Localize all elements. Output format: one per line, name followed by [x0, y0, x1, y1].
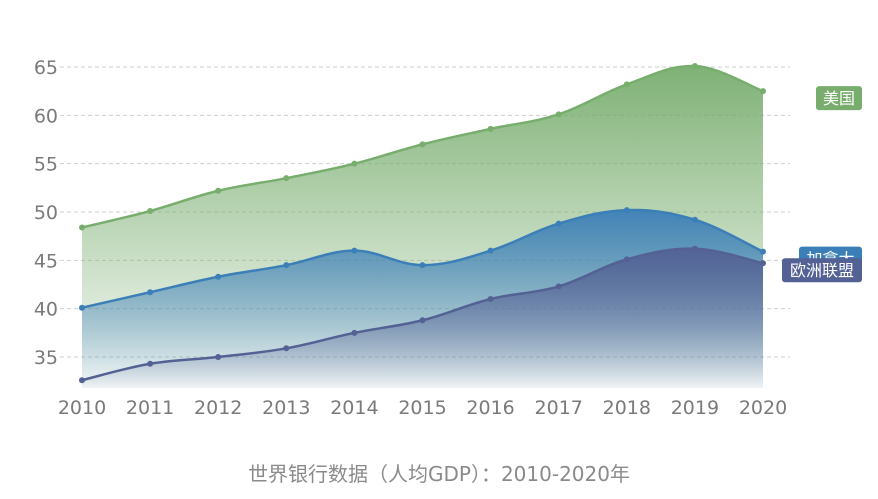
y-tick-label: 65	[34, 57, 58, 79]
x-tick-label: 2018	[603, 397, 651, 419]
data-point	[351, 160, 358, 167]
data-point	[555, 220, 562, 227]
series-points	[79, 63, 766, 384]
data-point	[147, 289, 154, 296]
data-point	[351, 329, 358, 336]
data-point	[79, 224, 85, 231]
series-end-labels: 美国加拿大欧洲联盟	[782, 86, 862, 283]
data-point	[351, 247, 358, 254]
x-tick-label: 2014	[330, 397, 378, 419]
data-point	[487, 125, 494, 132]
data-point	[760, 88, 766, 95]
y-tick-label: 55	[34, 154, 58, 176]
y-axis-tick-labels: 35 40 45 50 55 60 65	[34, 57, 58, 369]
x-tick-label: 2015	[398, 397, 446, 419]
data-point	[691, 245, 698, 252]
x-axis-tick-labels: 2010 2011 2012 2013 2014 2015 2016 2017 2018 2019…	[58, 397, 787, 419]
data-point	[419, 317, 426, 324]
data-point	[419, 141, 426, 148]
data-point	[555, 283, 562, 290]
data-point	[283, 175, 290, 182]
x-tick-label: 2010	[58, 397, 106, 419]
data-point	[215, 354, 222, 360]
x-tick-label: 2013	[262, 397, 310, 419]
x-tick-label: 2016	[466, 397, 514, 419]
data-point	[487, 247, 494, 254]
data-point	[79, 304, 85, 311]
data-point	[623, 256, 630, 263]
series-end-label-text: 美国	[823, 89, 855, 108]
x-tick-label: 2017	[535, 397, 583, 419]
y-tick-label: 45	[34, 250, 58, 272]
y-tick-label: 60	[34, 105, 58, 127]
series-areas	[81, 64, 764, 389]
x-tick-label: 2019	[671, 397, 719, 419]
y-tick-label: 35	[34, 347, 58, 369]
data-point	[79, 377, 85, 384]
data-point	[555, 111, 562, 118]
data-point	[691, 216, 698, 223]
series-end-label: 欧洲联盟	[782, 258, 862, 283]
data-point	[623, 207, 630, 214]
series-end-label: 美国	[816, 86, 862, 111]
data-point	[487, 296, 494, 302]
data-point	[760, 260, 766, 267]
x-tick-label: 2020	[739, 397, 787, 419]
data-point	[623, 81, 630, 88]
data-point	[147, 208, 154, 215]
data-point	[691, 63, 698, 70]
data-point	[283, 262, 290, 269]
y-tick-label: 40	[34, 299, 58, 321]
series-end-label-bg	[816, 86, 862, 111]
data-point	[147, 360, 154, 367]
data-point	[419, 262, 426, 269]
series-end-label-text: 欧洲联盟	[790, 261, 854, 280]
series-area	[82, 248, 763, 388]
data-point	[215, 273, 222, 280]
series-end-label-bg	[782, 258, 862, 283]
source-caption: 世界银行数据（人均GDP）：2010-2020年	[248, 462, 630, 486]
data-point	[283, 345, 290, 352]
data-point	[760, 248, 766, 255]
x-tick-label: 2012	[194, 397, 242, 419]
x-tick-label: 2011	[126, 397, 174, 419]
data-point	[215, 187, 222, 194]
y-tick-label: 50	[34, 202, 58, 224]
